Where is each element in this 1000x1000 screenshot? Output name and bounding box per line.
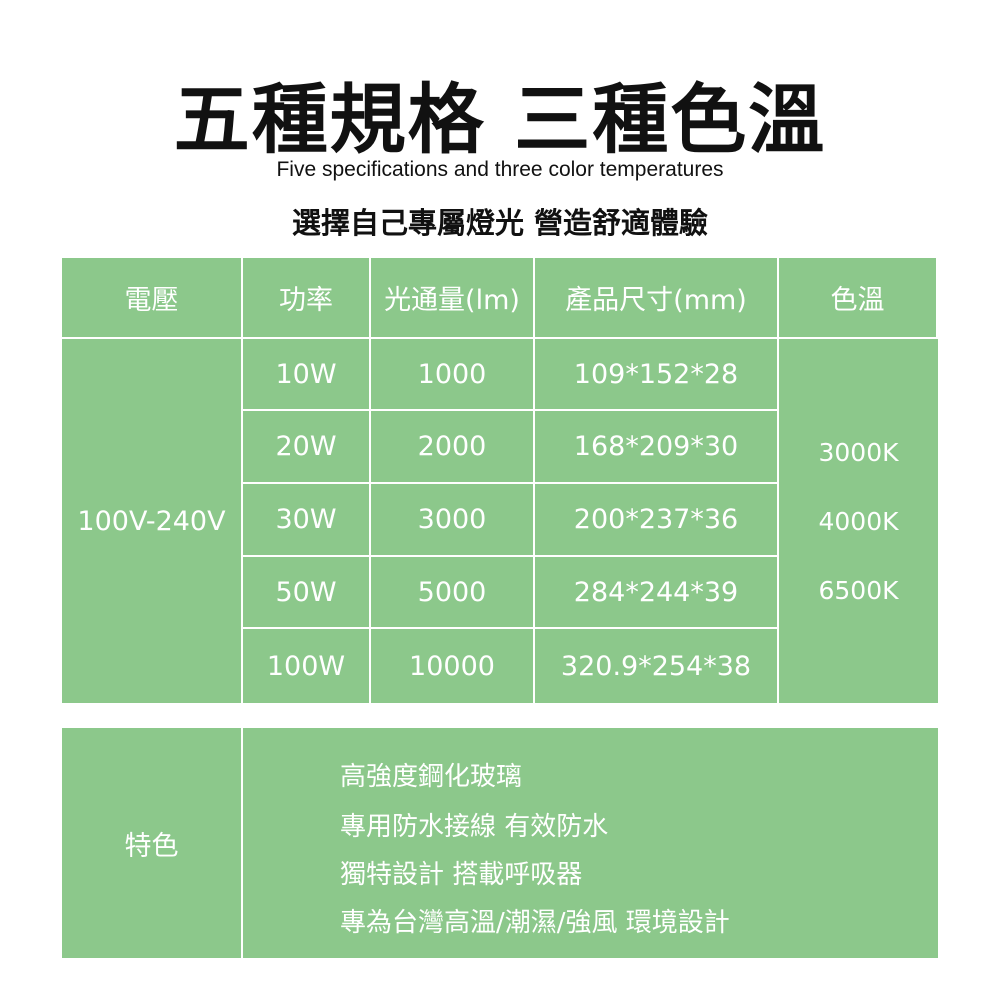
voltage-cell: 100V-240V	[62, 339, 241, 703]
color-temp-value: 3000K	[818, 437, 899, 467]
subtitle: Five specifications and three color temp…	[276, 158, 724, 181]
lumen-cell: 10000	[371, 629, 533, 703]
color-temp-cell: 3000K 4000K 6500K	[779, 339, 938, 703]
feature-item: 專為台灣高溫/潮濕/強風 環境設計	[340, 908, 730, 938]
page-title: 五種規格 三種色溫	[173, 75, 827, 164]
feature-item: 專用防水接線 有效防水	[340, 812, 609, 842]
power-cell: 100W	[243, 629, 369, 703]
size-cell: 200*237*36	[535, 484, 777, 555]
lumen-cell: 2000	[371, 411, 533, 482]
size-cell: 109*152*28	[535, 339, 777, 409]
feature-item: 高強度鋼化玻璃	[340, 762, 523, 792]
size-cell: 320.9*254*38	[535, 629, 777, 703]
header-size: 產品尺寸(mm)	[535, 258, 777, 337]
power-cell: 20W	[243, 411, 369, 482]
header-power: 功率	[243, 258, 369, 337]
header-voltage: 電壓	[62, 258, 241, 337]
power-cell: 10W	[243, 339, 369, 409]
lumen-cell: 3000	[371, 484, 533, 555]
header-lumen: 光通量(lm)	[371, 258, 533, 337]
lumen-cell: 1000	[371, 339, 533, 409]
power-cell: 30W	[243, 484, 369, 555]
lumen-cell: 5000	[371, 557, 533, 627]
size-cell: 284*244*39	[535, 557, 777, 627]
color-temp-value: 6500K	[818, 575, 899, 605]
feature-item: 獨特設計 搭載呼吸器	[340, 860, 583, 890]
power-cell: 50W	[243, 557, 369, 627]
tagline: 選擇自己專屬燈光 營造舒適體驗	[291, 206, 709, 240]
features-box	[243, 728, 938, 958]
color-temp-value: 4000K	[818, 506, 899, 536]
features-label: 特色	[62, 728, 241, 958]
header-color-temp: 色溫	[779, 258, 936, 337]
size-cell: 168*209*30	[535, 411, 777, 482]
